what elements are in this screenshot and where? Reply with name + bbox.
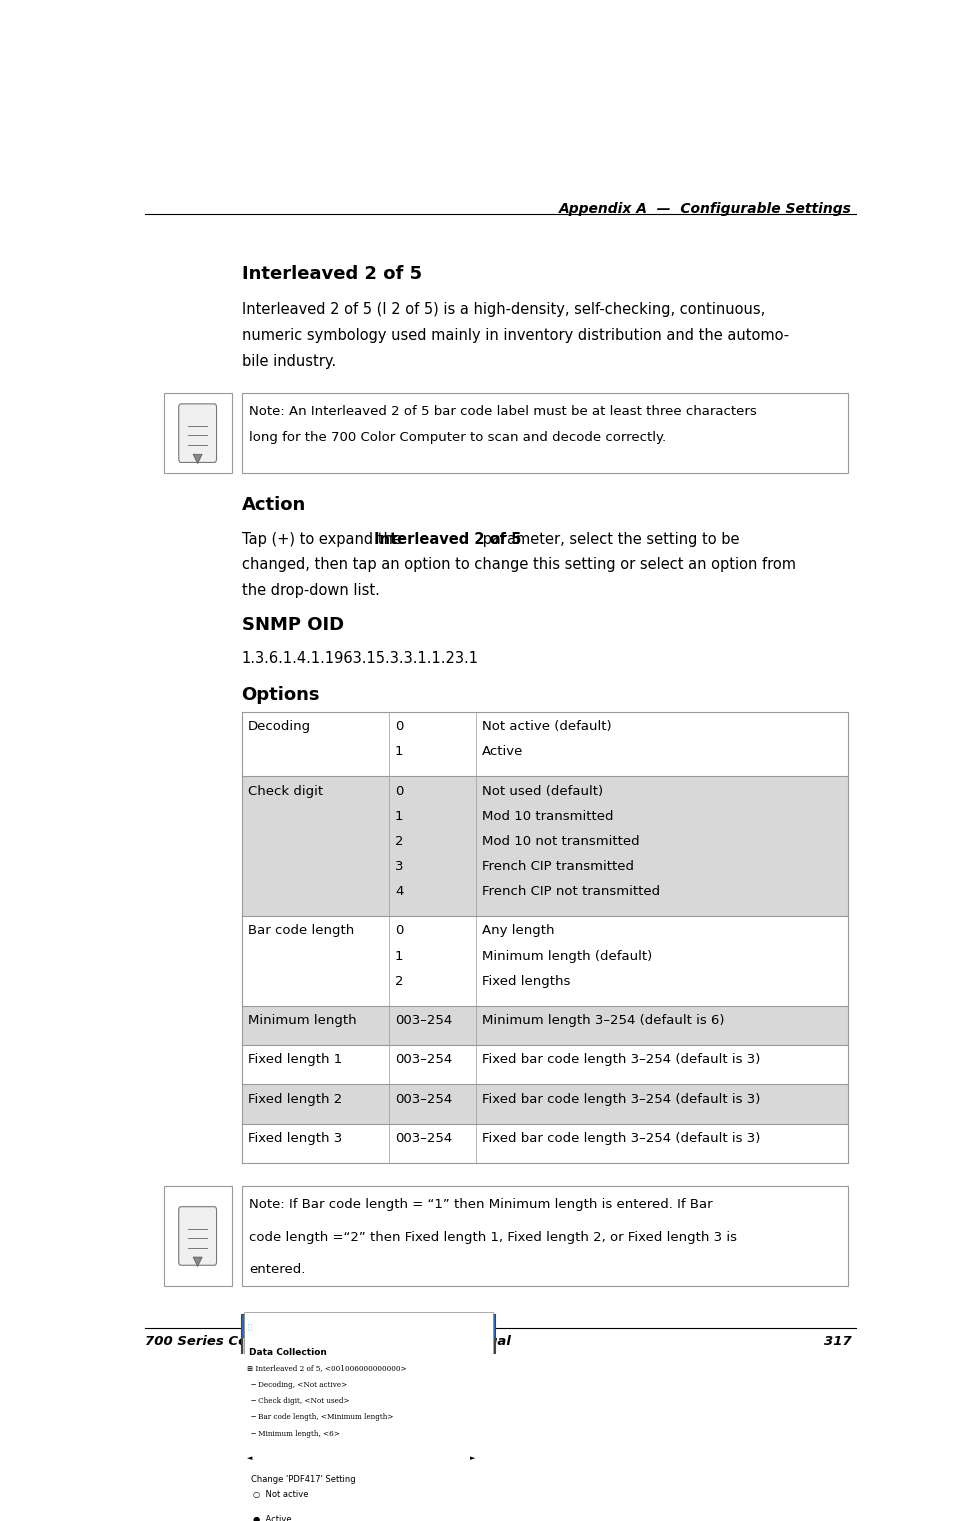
FancyBboxPatch shape — [179, 1206, 217, 1265]
Text: bile industry.: bile industry. — [241, 353, 336, 368]
Text: Fixed bar code length 3–254 (default is 3): Fixed bar code length 3–254 (default is … — [482, 1092, 760, 1106]
Text: Fixed length 2: Fixed length 2 — [248, 1092, 342, 1106]
Text: Fixed length 1: Fixed length 1 — [248, 1053, 342, 1066]
Text: Settings: Settings — [255, 1322, 302, 1332]
Text: Bar code length: Bar code length — [248, 925, 354, 937]
Bar — [241, 776, 848, 916]
Bar — [244, 1451, 479, 1465]
Text: Fixed bar code length 3–254 (default is 3): Fixed bar code length 3–254 (default is … — [482, 1053, 760, 1066]
Text: long for the 700 Color Computer to scan and decode correctly.: long for the 700 Color Computer to scan … — [249, 430, 667, 444]
Text: 2: 2 — [395, 975, 403, 987]
Text: ●  Active: ● Active — [253, 1515, 292, 1521]
Text: ◄: ◄ — [247, 1456, 252, 1462]
Text: 1: 1 — [395, 745, 403, 759]
Text: Fixed bar code length 3–254 (default is 3): Fixed bar code length 3–254 (default is … — [482, 1132, 760, 1145]
Text: ⬜: ⬜ — [248, 1323, 252, 1329]
Text: Action: Action — [241, 496, 305, 514]
Text: Interleaved 2 of 5: Interleaved 2 of 5 — [241, 265, 422, 283]
Bar — [164, 394, 231, 473]
Bar — [241, 1186, 848, 1285]
Bar — [241, 1084, 848, 1124]
Text: 4: 4 — [395, 885, 403, 899]
Text: the drop-down list.: the drop-down list. — [241, 583, 380, 598]
Bar — [241, 1005, 848, 1045]
Text: ○  Not active: ○ Not active — [253, 1489, 308, 1498]
Text: parameter, select the setting to be: parameter, select the setting to be — [478, 531, 740, 546]
Text: 317: 317 — [824, 1335, 852, 1348]
Text: Note: If Bar code length = “1” then Minimum length is entered. If Bar: Note: If Bar code length = “1” then Mini… — [249, 1199, 712, 1211]
Text: ─ Check digit, <Not used>: ─ Check digit, <Not used> — [247, 1396, 349, 1405]
Text: ─ Bar code length, <Minimum length>: ─ Bar code length, <Minimum length> — [247, 1413, 393, 1422]
Text: 003–254: 003–254 — [395, 1053, 452, 1066]
Text: Tap (+) to expand the: Tap (+) to expand the — [241, 531, 406, 546]
Text: changed, then tap an option to change this setting or select an option from: changed, then tap an option to change th… — [241, 557, 795, 572]
Text: Data Collection: Data Collection — [249, 1348, 327, 1357]
Text: Interleaved 2 of 5 (I 2 of 5) is a high-density, self-checking, continuous,: Interleaved 2 of 5 (I 2 of 5) is a high-… — [241, 303, 765, 316]
Text: ─ Minimum length, <6>: ─ Minimum length, <6> — [247, 1430, 340, 1437]
Text: 1.3.6.1.4.1.1963.15.3.3.1.1.23.1: 1.3.6.1.4.1.1963.15.3.3.1.1.23.1 — [241, 651, 478, 666]
Text: Minimum length 3–254 (default is 6): Minimum length 3–254 (default is 6) — [482, 1015, 724, 1027]
Text: 700 Series Color Mobile Computer User’s Manual: 700 Series Color Mobile Computer User’s … — [144, 1335, 510, 1348]
Text: 1: 1 — [395, 949, 403, 963]
Text: ─ Decoding, <Not active>: ─ Decoding, <Not active> — [247, 1381, 347, 1389]
Text: French CIP not transmitted: French CIP not transmitted — [482, 885, 660, 899]
Text: code length =“2” then Fixed length 1, Fixed length 2, or Fixed length 3 is: code length =“2” then Fixed length 1, Fi… — [249, 1230, 737, 1244]
Text: 003–254: 003–254 — [395, 1132, 452, 1145]
Bar — [480, 1366, 489, 1383]
Bar — [241, 1316, 495, 1338]
Text: Any length: Any length — [482, 925, 554, 937]
Text: Check digit: Check digit — [248, 785, 323, 797]
Text: French CIP transmitted: French CIP transmitted — [482, 859, 634, 873]
Text: Options: Options — [241, 686, 320, 704]
Text: Minimum length (default): Minimum length (default) — [482, 949, 652, 963]
Text: ⊞ Interleaved 2 of 5, <001006000000000>: ⊞ Interleaved 2 of 5, <001006000000000> — [247, 1364, 406, 1372]
Text: Mod 10 not transmitted: Mod 10 not transmitted — [482, 835, 639, 847]
Bar — [241, 394, 848, 473]
Text: 0: 0 — [395, 785, 403, 797]
Text: Not used (default): Not used (default) — [482, 785, 603, 797]
Text: 2: 2 — [395, 835, 403, 847]
Text: numeric symbology used mainly in inventory distribution and the automo-: numeric symbology used mainly in invento… — [241, 327, 789, 342]
Bar — [244, 1360, 479, 1451]
Text: 003–254: 003–254 — [395, 1092, 452, 1106]
Text: Decoding: Decoding — [248, 719, 310, 733]
Bar — [479, 1360, 490, 1451]
Text: ►: ► — [469, 1456, 475, 1462]
Text: Active: Active — [482, 745, 523, 759]
Circle shape — [254, 1513, 263, 1521]
Text: Interleaved 2 of 5: Interleaved 2 of 5 — [374, 531, 521, 546]
Text: 1: 1 — [395, 809, 403, 823]
Text: Note: An Interleaved 2 of 5 bar code label must be at least three characters: Note: An Interleaved 2 of 5 bar code lab… — [249, 405, 756, 418]
Text: Fixed lengths: Fixed lengths — [482, 975, 570, 987]
Text: SNMP OID: SNMP OID — [241, 616, 344, 634]
Text: Change 'PDF417' Setting: Change 'PDF417' Setting — [251, 1475, 355, 1484]
Bar — [244, 1471, 493, 1521]
Text: 003–254: 003–254 — [395, 1015, 452, 1027]
Text: ◄ ♪ 1:14  ok: ◄ ♪ 1:14 ok — [442, 1322, 489, 1331]
Text: 3: 3 — [395, 859, 403, 873]
Text: Minimum length: Minimum length — [248, 1015, 356, 1027]
Bar — [164, 1186, 231, 1285]
Text: Not active (default): Not active (default) — [482, 719, 612, 733]
Text: 0: 0 — [395, 925, 403, 937]
Text: 0: 0 — [395, 719, 403, 733]
FancyBboxPatch shape — [179, 405, 217, 462]
Text: entered.: entered. — [249, 1264, 305, 1276]
Text: Appendix A  —  Configurable Settings: Appendix A — Configurable Settings — [559, 202, 852, 216]
Polygon shape — [193, 455, 202, 464]
Bar — [241, 1316, 495, 1521]
Text: Fixed length 3: Fixed length 3 — [248, 1132, 342, 1145]
Bar — [244, 1311, 493, 1521]
Polygon shape — [193, 1256, 202, 1267]
Text: Mod 10 transmitted: Mod 10 transmitted — [482, 809, 614, 823]
